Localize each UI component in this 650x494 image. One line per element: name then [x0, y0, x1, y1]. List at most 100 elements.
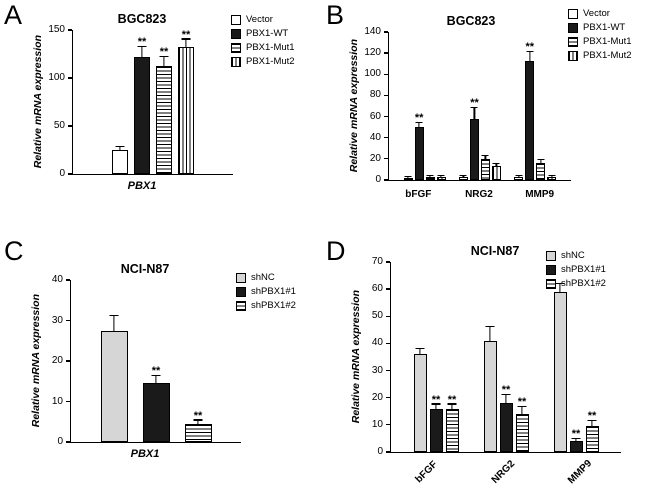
y-tick-mark: [386, 397, 390, 399]
error-bar-cap: [159, 55, 169, 57]
bar-slot: **: [414, 32, 425, 180]
y-tick-mark: [386, 424, 390, 426]
panel-b: B BGC823 Relative mRNA expression 0 20 40 60 8…: [322, 0, 650, 236]
y-tick-label: 20: [371, 391, 383, 403]
y-tick-mark: [384, 137, 388, 139]
y-tick-label: 80: [369, 89, 381, 101]
legend-label: shNC: [251, 272, 275, 283]
y-tick-label: 100: [364, 68, 381, 80]
legend: shNC shPBX1#1 shPBX1#2: [546, 250, 606, 289]
bar-shNC: [413, 354, 427, 452]
error-bar: [473, 108, 476, 119]
y-tick-label: 20: [51, 355, 63, 366]
error-bar: [440, 176, 442, 177]
legend-label: PBX1-WT: [246, 28, 289, 39]
legend-swatch: [231, 28, 241, 39]
error-bar: [113, 316, 115, 331]
significance-stars: **: [501, 384, 511, 396]
y-tick-mark: [66, 400, 70, 402]
x-tick-cell: bFGF: [396, 184, 440, 202]
bar-slot: [480, 32, 491, 180]
error-bar-cap: [459, 175, 467, 177]
x-tick-cell: NRG2: [481, 456, 529, 486]
error-bar-cap: [109, 315, 119, 317]
bar-slot: [403, 32, 414, 180]
bar-slot: **: [428, 262, 444, 452]
legend-item: Vector: [568, 8, 632, 19]
plot-area: ** ** **: [72, 28, 233, 175]
error-bar-cap: [415, 347, 425, 349]
y-axis-label: Relative mRNA expression: [28, 280, 44, 442]
plot-area: ** ** **: [388, 32, 571, 181]
error-bar-cap: [437, 175, 445, 177]
y-tick-label: 10: [51, 395, 63, 407]
error-bar: [419, 348, 421, 355]
bar-slot: **: [584, 262, 600, 452]
significance-stars: **: [181, 28, 191, 41]
bar-group: **: [403, 32, 447, 180]
error-bar-cap: [515, 175, 523, 177]
y-tick-label: 20: [369, 152, 381, 164]
error-bar-cap: [115, 145, 125, 148]
bar-slot: [412, 262, 428, 452]
y-axis-label: Relative mRNA expression: [30, 30, 46, 174]
legend-item: PBX1-WT: [231, 28, 295, 39]
x-axis-label: PBX1: [130, 448, 160, 460]
error-bar: [197, 420, 199, 424]
legend-label: Vector: [246, 14, 273, 25]
x-tick-labels: bFGF NRG2 MMP9: [390, 453, 620, 486]
panel-letter-d: D: [326, 236, 346, 266]
legend-label: shPBX1#2: [251, 300, 296, 311]
error-bar: [407, 177, 409, 178]
error-bar: [119, 147, 121, 150]
error-bar-cap: [517, 406, 527, 408]
x-tick-label: MMP9: [525, 189, 555, 200]
legend-label: Vector: [583, 8, 610, 19]
y-tick-label: 120: [364, 47, 381, 59]
bar-slot: [552, 262, 568, 452]
bar-shNC: [483, 340, 497, 452]
y-tick-mark: [386, 315, 390, 317]
legend-swatch: [546, 278, 556, 289]
error-bar-cap: [415, 121, 423, 123]
y-tick-label: 60: [371, 283, 383, 295]
error-bar: [451, 404, 453, 409]
legend-item: PBX1-WT: [568, 22, 632, 33]
y-tick-mark: [66, 279, 70, 281]
error-bar: [141, 47, 143, 57]
y-tick-mark: [68, 29, 72, 31]
legend-swatch: [231, 42, 241, 53]
error-bar: [540, 159, 542, 164]
legend: Vector PBX1-WT PBX1-Mut1 PBX1-Mut2: [231, 14, 295, 67]
legend-swatch: [236, 272, 246, 283]
y-axis-label-text: Relative mRNA expression: [30, 294, 42, 428]
bar-PBX1-Mut1: [480, 158, 490, 180]
y-tick-mark: [386, 451, 390, 453]
y-tick-label: 0: [57, 436, 63, 447]
legend-item: shPBX1#2: [546, 278, 606, 289]
x-tick-label: bFGF: [413, 459, 441, 486]
error-bar: [495, 164, 498, 167]
error-bar-cap: [548, 175, 556, 177]
bar-shPBX1#1: [429, 408, 443, 452]
error-bar-cap: [426, 175, 434, 177]
bar-Vector: [112, 150, 128, 174]
chart-A: BGC823 Relative mRNA expression 0 50 100 150 *…: [30, 12, 233, 192]
bar-slot: **: [524, 32, 535, 180]
error-bar-cap: [137, 46, 147, 48]
chart-title: BGC823: [117, 12, 167, 26]
y-axis-label: Relative mRNA expression: [346, 32, 362, 180]
bar-PBX1-WT: [469, 118, 479, 180]
bar-group: **: [513, 32, 557, 180]
legend-item: shPBX1#1: [546, 264, 606, 275]
bar-slot: [491, 32, 502, 180]
bar-Vector: [458, 176, 468, 180]
bar-group: ** **: [93, 280, 219, 442]
error-bar-cap: [526, 50, 534, 53]
legend-label: PBX1-Mut2: [583, 50, 632, 61]
significance-stars: **: [447, 393, 457, 406]
bar-PBX1-Mut1: [425, 176, 435, 180]
bar-group: ** ** **: [109, 28, 197, 174]
x-tick-label: NRG2: [489, 458, 518, 486]
